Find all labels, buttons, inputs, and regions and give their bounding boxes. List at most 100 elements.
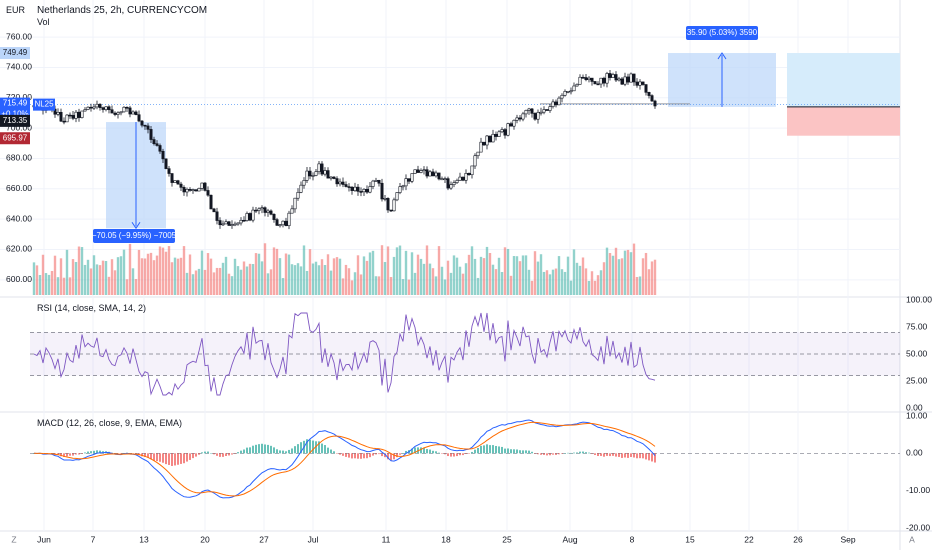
volume-bar — [509, 275, 513, 295]
volume-bar — [230, 276, 234, 295]
macd-histogram-bar — [330, 449, 332, 454]
candle-body — [104, 106, 108, 110]
volume-bar — [404, 250, 408, 295]
candle-body — [536, 112, 540, 120]
macd-histogram-bar — [624, 453, 626, 458]
volume-bar — [374, 276, 378, 295]
candle-body — [437, 172, 441, 180]
macd-histogram-bar — [357, 453, 359, 459]
candle-body — [512, 119, 516, 127]
candle-body — [515, 117, 519, 121]
time-tick-label: 20 — [200, 534, 210, 544]
candle-body — [155, 143, 159, 146]
volume-bar — [359, 274, 363, 295]
candle-body — [311, 175, 315, 177]
volume-bar — [392, 256, 396, 295]
time-tick-label: 13 — [139, 534, 149, 544]
candle-body — [125, 106, 129, 109]
candle-body — [380, 182, 384, 200]
volume-bar — [338, 258, 342, 295]
candle-body — [578, 76, 582, 85]
candle-body — [341, 181, 345, 185]
header-vol: Vol — [37, 17, 50, 27]
macd-histogram-bar — [438, 452, 440, 454]
volume-bar — [203, 269, 207, 295]
candle-body — [431, 171, 435, 177]
candle-body — [269, 210, 273, 215]
candle-body — [371, 180, 375, 187]
volume-bar — [269, 269, 273, 295]
volume-bar — [125, 279, 129, 295]
macd-histogram-bar — [156, 453, 158, 462]
macd-histogram-bar — [261, 443, 263, 454]
volume-bar — [260, 261, 264, 295]
time-tick-label: 11 — [382, 534, 391, 544]
volume-bar — [134, 278, 138, 295]
volume-bar — [596, 275, 600, 295]
macd-histogram-bar — [216, 453, 218, 456]
candle-body — [458, 176, 462, 181]
volume-bar — [296, 263, 300, 295]
volume-bar — [605, 247, 609, 295]
candle-body — [587, 77, 591, 81]
volume-bar — [152, 260, 156, 295]
candle-body — [266, 210, 270, 213]
macd-histogram-bar — [432, 450, 434, 454]
volume-bar — [458, 266, 462, 295]
macd-histogram-bar — [513, 449, 515, 454]
macd-histogram-bar — [285, 451, 287, 454]
macd-histogram-bar — [282, 450, 284, 454]
candle-body — [71, 115, 75, 119]
volume-bar — [278, 258, 282, 295]
candle-body — [320, 163, 324, 175]
price-tick-label: 620.00 — [6, 244, 32, 254]
header-symbol: Netherlands 25, 2h, CURRENCYCOM — [37, 5, 208, 16]
macd-histogram-bar — [627, 453, 629, 458]
volume-bar — [173, 257, 177, 295]
volume-bar — [32, 262, 36, 295]
volume-bar — [536, 261, 540, 295]
measure-drop-arrowhead — [131, 221, 141, 230]
candle-body — [359, 191, 363, 193]
volume-bar — [422, 263, 426, 295]
volume-bar — [590, 271, 594, 295]
price-tick-label: 600.00 — [6, 274, 32, 284]
candle-body — [497, 131, 501, 137]
time-tick-label: 27 — [259, 534, 269, 544]
macd-histogram-bar — [375, 453, 377, 455]
volume-bar — [503, 247, 507, 295]
candle-body — [242, 219, 246, 222]
volume-bar — [56, 277, 60, 295]
volume-bar — [356, 255, 360, 295]
macd-histogram-bar — [321, 443, 323, 454]
macd-histogram-bar — [594, 453, 596, 456]
change-badge: +0.10% — [1, 110, 28, 119]
candle-body — [461, 176, 465, 181]
macd-histogram-bar — [96, 450, 98, 454]
candle-body — [647, 92, 651, 96]
macd-histogram-bar — [120, 453, 122, 454]
candle-body — [617, 78, 621, 81]
candle-body — [368, 186, 372, 193]
macd-histogram-bar — [159, 453, 161, 462]
candle-body — [626, 76, 630, 83]
price-tick-label: 680.00 — [6, 153, 32, 163]
volume-bar — [386, 246, 390, 295]
candle-body — [476, 151, 480, 157]
macd-title: MACD (12, 26, close, 9, EMA, EMA) — [37, 418, 183, 428]
macd-histogram-bar — [447, 453, 449, 457]
volume-bar — [161, 247, 165, 295]
macd-histogram-bar — [267, 444, 269, 454]
macd-histogram-bar — [306, 439, 308, 454]
candle-body — [92, 106, 96, 109]
macd-histogram-bar — [597, 453, 599, 457]
macd-histogram-bar — [327, 447, 329, 454]
macd-histogram-bar — [540, 453, 542, 455]
time-tick-label: 22 — [744, 534, 754, 544]
volume-bar — [491, 264, 495, 295]
macd-histogram-bar — [435, 451, 437, 454]
candle-body — [599, 77, 603, 85]
macd-histogram-bar — [558, 453, 560, 455]
candle-body — [224, 221, 228, 225]
